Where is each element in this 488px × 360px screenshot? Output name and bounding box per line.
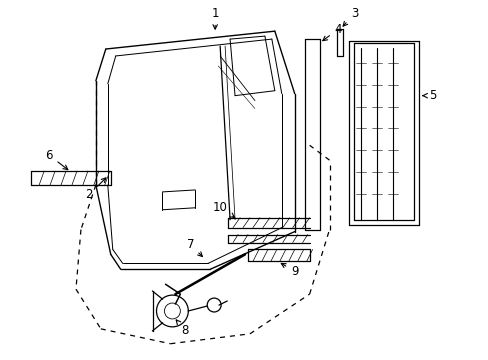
Text: 8: 8 xyxy=(176,320,189,337)
Text: 1: 1 xyxy=(211,7,219,29)
Text: 3: 3 xyxy=(343,7,357,26)
Text: 7: 7 xyxy=(186,238,202,257)
Text: 6: 6 xyxy=(45,149,68,170)
Text: 2: 2 xyxy=(85,178,106,201)
Text: 4: 4 xyxy=(322,23,341,41)
Text: 5: 5 xyxy=(422,89,435,102)
Text: 9: 9 xyxy=(281,264,298,278)
Text: 10: 10 xyxy=(212,201,234,217)
